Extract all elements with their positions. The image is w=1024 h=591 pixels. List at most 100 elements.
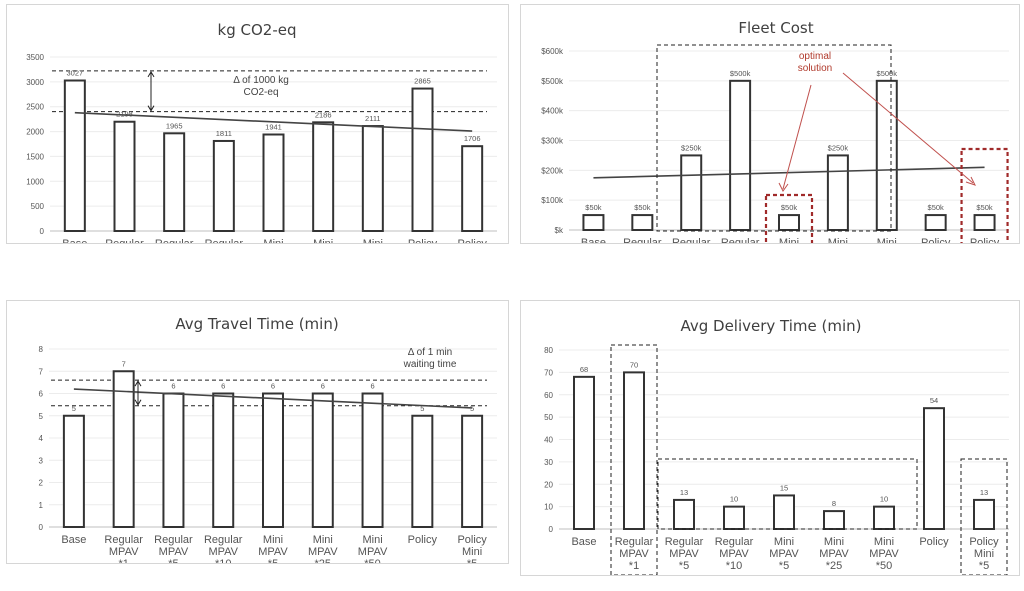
chart-title: Avg Travel Time (min) (175, 315, 338, 333)
y-tick-label: 20 (544, 480, 553, 489)
bar (63, 79, 86, 232)
bar (673, 498, 695, 531)
chart-title: kg CO2-eq (218, 21, 297, 39)
y-tick-label: 0 (549, 525, 554, 534)
y-tick-label: 3500 (26, 53, 44, 62)
delivery-time-chart-panel: Avg Delivery Time (min) 0 10 20 30 40 50 60 70 8… (520, 300, 1020, 576)
bar (461, 145, 484, 232)
annotations (610, 344, 1008, 575)
arrow-head (965, 176, 976, 186)
x-tick-label: Base (581, 237, 606, 243)
y-tick-label: 1000 (26, 177, 44, 186)
y-tick-label: 2000 (26, 128, 44, 137)
data-label: 5 (72, 404, 76, 413)
bar (163, 132, 186, 232)
annotations: Δ of 1 min waiting time (134, 347, 457, 406)
data-label: $50k (928, 203, 945, 212)
trendline (73, 388, 473, 409)
value-labels: 3027 2198 1965 1811 1941 2186 2111 2865 1706 (66, 69, 480, 144)
y-tick-label: 10 (544, 503, 553, 512)
y-tick-label: $300k (541, 137, 564, 146)
bar (723, 505, 745, 530)
trendline-line (593, 166, 985, 179)
annotation-arrow (842, 72, 974, 184)
x-tick-label: Base (62, 238, 87, 243)
optimal-annotation: optimal solution (798, 51, 832, 74)
optimal-box (764, 193, 814, 243)
data-label: 6 (271, 382, 275, 391)
data-label: 68 (580, 365, 588, 374)
co2-chart-panel: kg CO2-eq 0 500 1000 1500 2000 2500 3000 3500 3… (6, 4, 509, 244)
y-tick-label: $k (555, 226, 564, 235)
bar (631, 214, 654, 231)
trendline (74, 111, 473, 132)
data-label: $50k (634, 203, 651, 212)
y-tick-label: 0 (39, 523, 44, 532)
data-label: 6 (370, 382, 374, 391)
delta-annotation: Δ of 1 min waiting time (403, 347, 457, 370)
y-tick-label: 2 (39, 479, 44, 488)
y-tick-label: 1500 (26, 152, 44, 161)
bars (63, 79, 484, 233)
chart-title: Avg Delivery Time (min) (680, 317, 861, 335)
data-label: 6 (171, 382, 175, 391)
bar (411, 414, 434, 528)
x-tick-label: Policy (921, 237, 951, 243)
bar (361, 125, 384, 232)
y-tick-label: $500k (541, 77, 564, 86)
highlight-box (610, 344, 658, 575)
trendline-line (73, 388, 473, 409)
bar (112, 370, 135, 528)
data-label: 8 (832, 499, 836, 508)
data-label: 13 (980, 488, 988, 497)
y-tick-label: 6 (39, 390, 44, 399)
highlight-box (960, 458, 1008, 575)
reference-lines (52, 70, 487, 113)
bar (729, 79, 752, 232)
arrow-head (778, 182, 789, 192)
bar (826, 154, 849, 232)
arrow-head (134, 380, 142, 387)
y-tick-label: 8 (39, 345, 44, 354)
data-label: 70 (630, 360, 638, 369)
bar (973, 214, 996, 231)
data-label: 13 (680, 488, 688, 497)
bar (262, 133, 285, 233)
data-label: 2865 (414, 77, 431, 86)
bar (162, 392, 185, 528)
data-label: $50k (976, 203, 993, 212)
x-tick-label: Base (61, 534, 86, 546)
bar (773, 494, 795, 530)
bars (62, 370, 484, 528)
bar (461, 414, 484, 528)
delta-annotation: Δ of 1000 kg CO2-eq (233, 75, 289, 98)
x-tick-label: Policy (408, 534, 438, 546)
y-tick-label: 5 (39, 412, 44, 421)
data-label: $500k (730, 69, 751, 78)
delivery-time-chart: Avg Delivery Time (min) 0 10 20 30 40 50 60 70 8… (544, 317, 1009, 575)
bar (262, 392, 284, 528)
y-tick-label: $100k (541, 196, 564, 205)
y-tick-label: 1 (39, 501, 44, 510)
bar (623, 371, 645, 530)
x-tick-label: Policy (408, 238, 438, 243)
bar (823, 510, 845, 531)
bar (212, 392, 235, 528)
annotations: Δ of 1000 kg CO2-eq (147, 70, 289, 112)
data-label: 15 (780, 483, 788, 492)
data-label: 5 (470, 404, 474, 413)
